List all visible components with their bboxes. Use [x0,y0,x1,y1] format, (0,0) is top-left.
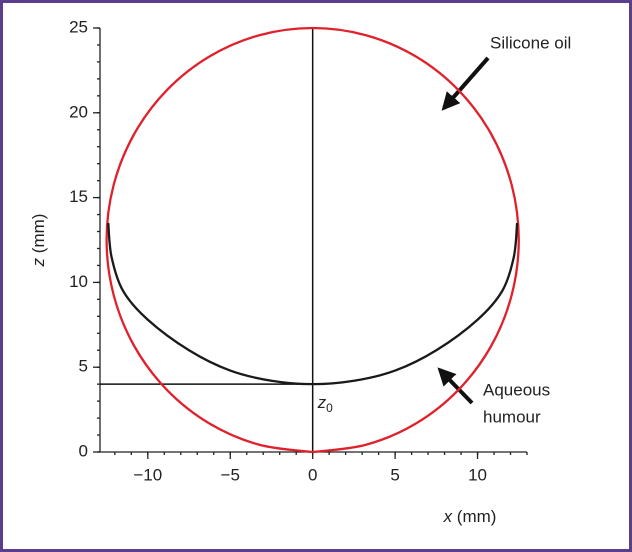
x-tick-label: −10 [133,465,162,484]
z0-label-sub: 0 [326,401,333,415]
y-axis-label-var: z [29,257,48,267]
series-line [107,222,519,386]
y-tick-label: 0 [79,441,88,460]
series-line [105,26,520,454]
y-tick-label: 5 [79,357,88,376]
y-tick-label: 25 [69,17,88,36]
x-tick-label: 0 [308,465,317,484]
y-tick-label: 20 [69,102,88,121]
x-axis-label-var: x [443,507,453,526]
x-tick-label: −5 [221,465,240,484]
annotation: Silicone oil [490,33,571,52]
z0-label: z0 [317,394,334,416]
y-tick-label: 10 [69,272,88,291]
x-tick-label: 10 [468,465,487,484]
x-axis-label-unit: (mm) [452,507,496,526]
annotation: humour [483,407,541,426]
arrow [437,367,474,405]
x-tick-label: 5 [390,465,399,484]
z0-label-var: z [317,394,327,413]
arrow [441,56,490,111]
y-tick-label: 15 [69,187,88,206]
annotation: Aqueous [483,380,550,399]
y-axis-label: z (mm) [29,214,48,268]
x-axis-label: x (mm) [443,507,497,526]
y-axis-label-unit: (mm) [29,214,48,258]
